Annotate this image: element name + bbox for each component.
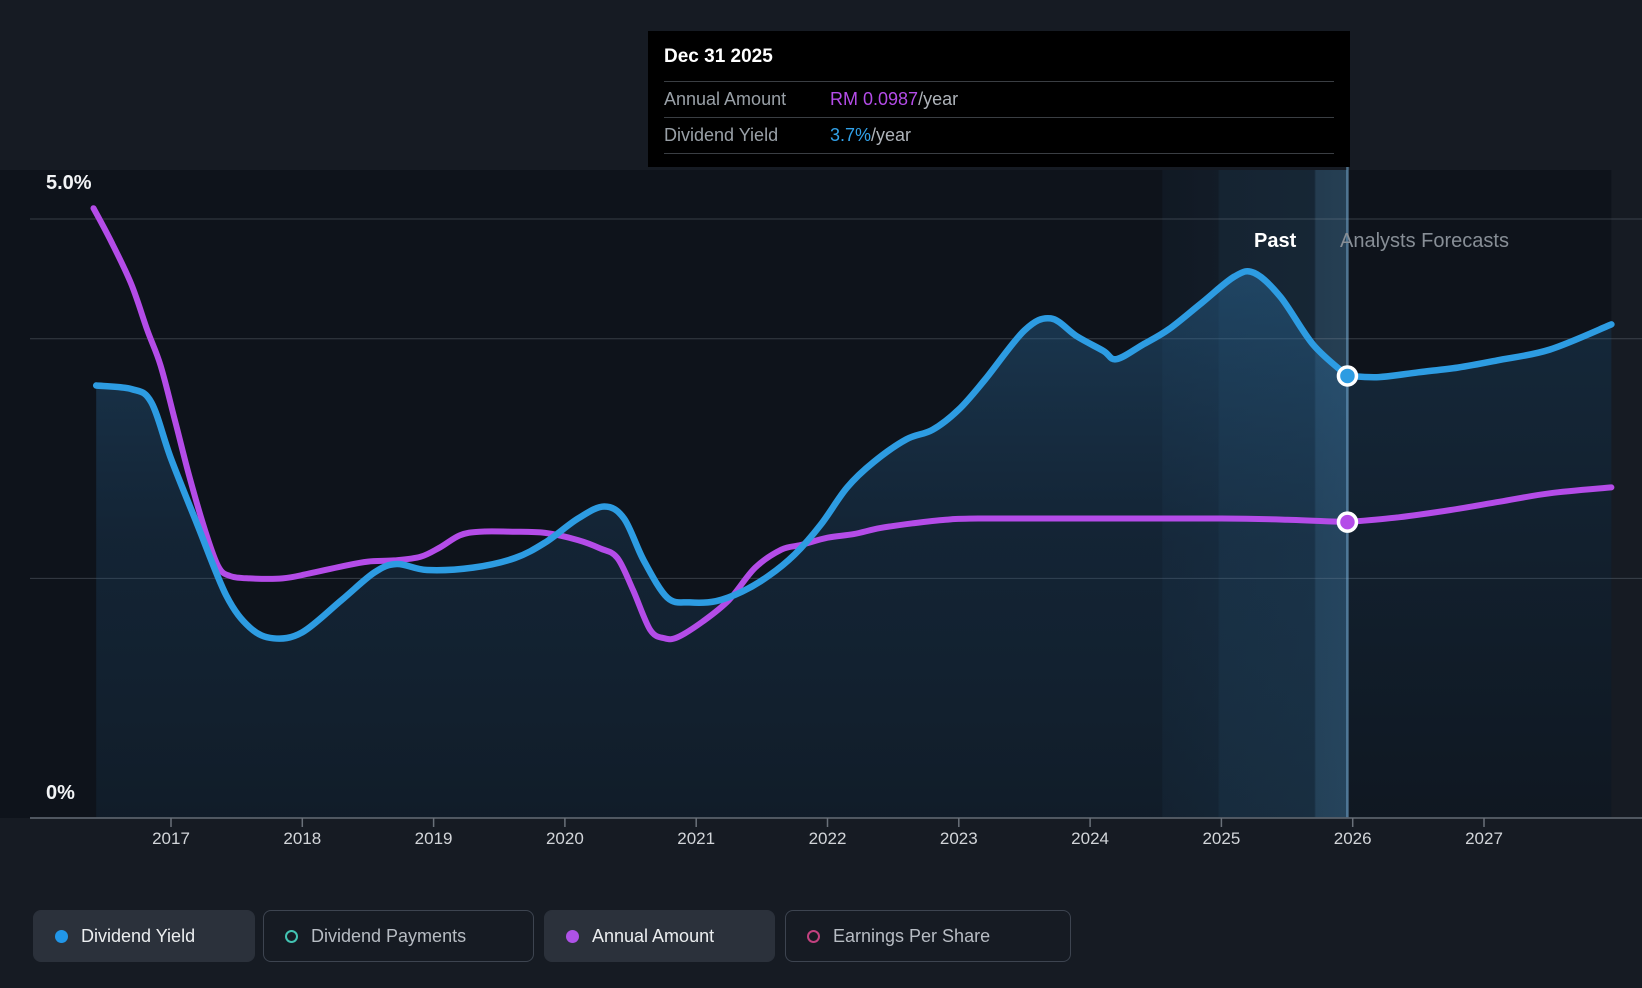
dividend-yield-line-past <box>92 267 1351 642</box>
x-axis-label-2026: 2026 <box>1333 829 1372 848</box>
annual-amount-marker <box>1336 511 1359 533</box>
x-axis-label-2018: 2018 <box>283 829 322 848</box>
chart-tooltip: Dec 31 2025 Annual Amount RM 0.0987/year… <box>648 31 1350 167</box>
filled-dot-icon <box>566 929 579 943</box>
tooltip-dividend-yield-value: 3.7%/year <box>830 125 912 145</box>
legend-button-dividend-payments[interactable]: Dividend Payments <box>263 910 534 962</box>
dividend-yield-marker <box>1336 365 1359 387</box>
dividend-yield-area-past <box>96 271 1348 818</box>
filled-dot-icon <box>55 929 68 943</box>
legend-label: Annual Amount <box>592 925 715 946</box>
x-axis-label-2023: 2023 <box>939 829 978 848</box>
legend-label: Dividend Payments <box>311 925 467 946</box>
x-axis-label-2020: 2020 <box>545 829 584 848</box>
x-axis-label-2022: 2022 <box>808 829 847 848</box>
forecast-region-label: Analysts Forecasts <box>1340 230 1509 252</box>
ring-dot-icon <box>807 929 820 943</box>
legend-label: Earnings Per Share <box>833 925 991 946</box>
ring-dot-icon <box>285 929 298 943</box>
x-axis-label-2017: 2017 <box>152 829 190 848</box>
tooltip-row-annual-amount: Annual Amount RM 0.0987/year <box>664 82 1334 118</box>
y-axis-label-zero: 0% <box>46 782 75 804</box>
x-axis-label-2024: 2024 <box>1071 829 1109 848</box>
legend-button-dividend-yield[interactable]: Dividend Yield <box>33 910 255 962</box>
annual-amount-line-past <box>90 205 1351 643</box>
tooltip-dividend-yield-suffix: /year <box>871 125 912 145</box>
tooltip-date: Dec 31 2025 <box>664 31 1334 82</box>
dividend-yield-line-forecast <box>1344 321 1615 381</box>
x-axis-label-2025: 2025 <box>1202 829 1241 848</box>
tooltip-row-dividend-yield: Dividend Yield 3.7%/year <box>664 118 1334 154</box>
legend-label: Dividend Yield <box>81 925 196 946</box>
tooltip-annual-amount-value: RM 0.0987/year <box>830 89 959 109</box>
past-region-label: Past <box>1254 230 1297 252</box>
legend-button-earnings-per-share[interactable]: Earnings Per Share <box>785 910 1071 962</box>
x-axis-label-2019: 2019 <box>414 829 453 848</box>
tooltip-annual-amount-suffix: /year <box>918 89 959 109</box>
x-axis-label-2027: 2027 <box>1465 829 1503 848</box>
tooltip-annual-amount-label: Annual Amount <box>664 89 787 109</box>
dividend-yield-area-forecast <box>1347 324 1612 818</box>
y-axis-label-max: 5.0% <box>46 172 92 194</box>
annual-amount-line-forecast <box>1344 484 1615 526</box>
tooltip-dividend-yield-label: Dividend Yield <box>664 125 779 145</box>
x-axis-label-2021: 2021 <box>677 829 716 848</box>
legend-button-annual-amount[interactable]: Annual Amount <box>544 910 775 962</box>
